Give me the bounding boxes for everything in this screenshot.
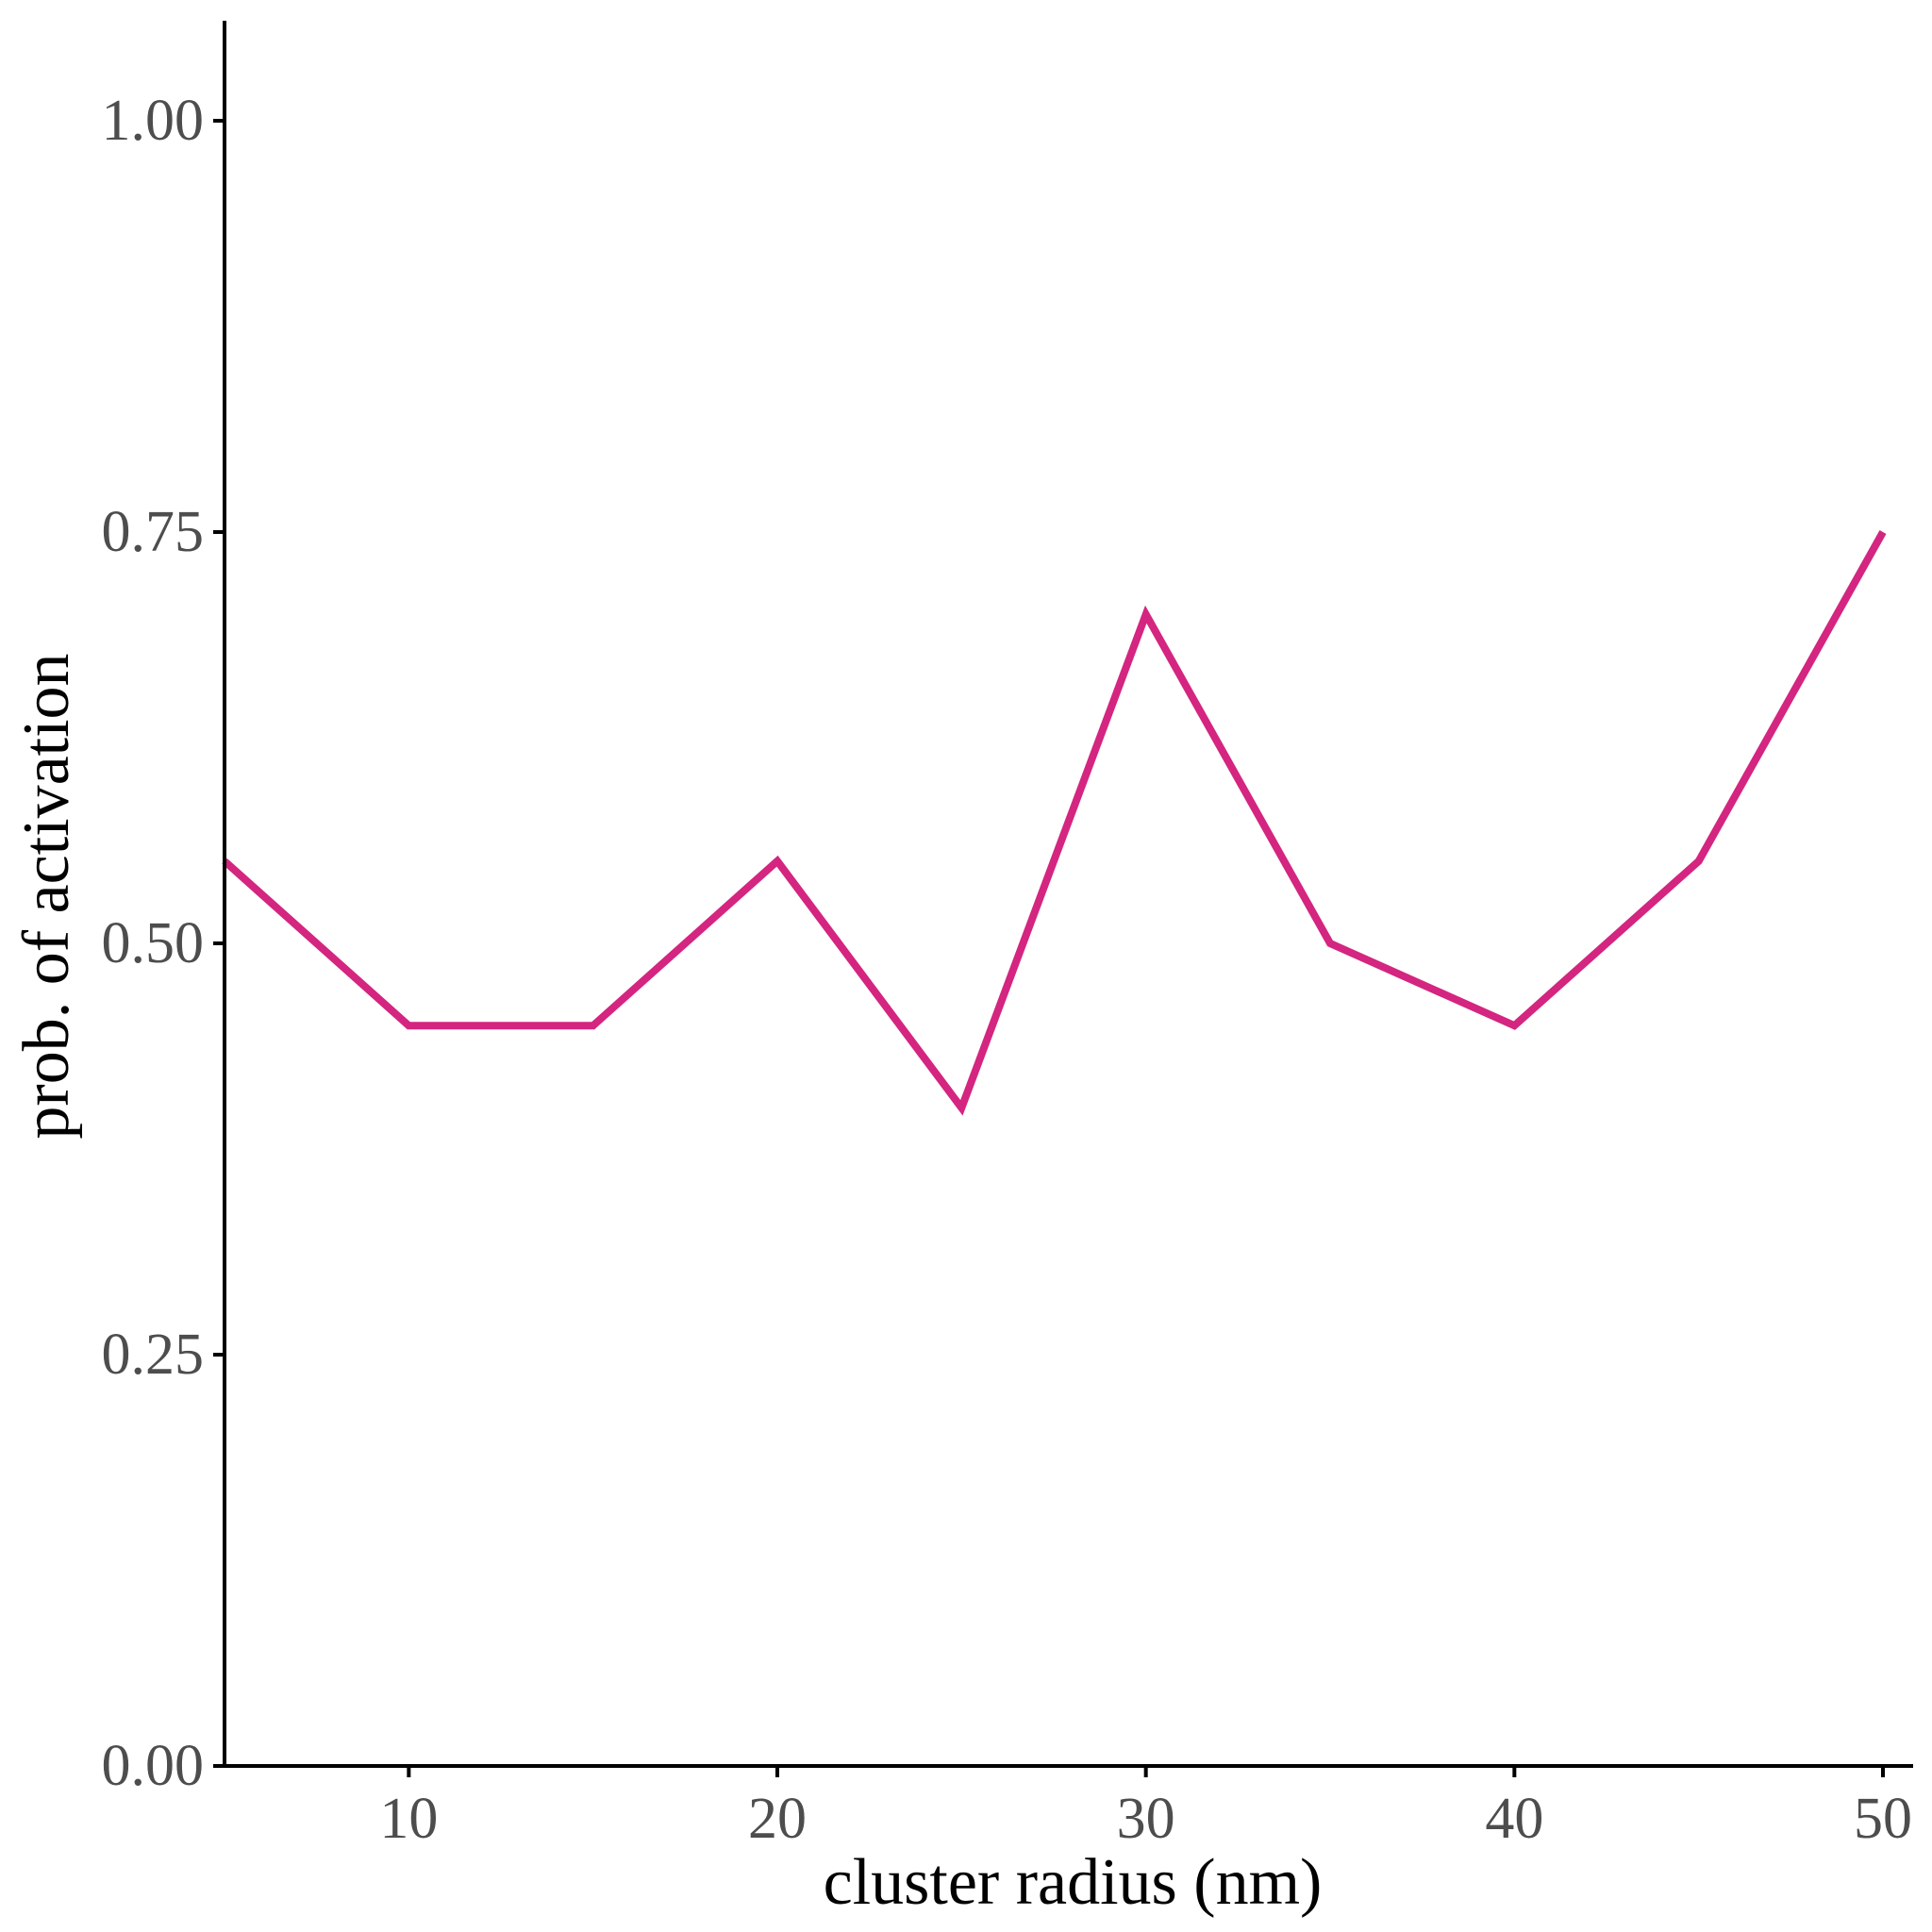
x-tick-label: 30 (1117, 1787, 1175, 1851)
y-axis-ticks: 0.00 0.25 0.50 0.75 1.00 (102, 89, 225, 1798)
x-axis-title: cluster radius (nm) (824, 1846, 1323, 1919)
x-axis-ticks: 10 20 30 40 50 (379, 1766, 1912, 1851)
y-tick-label: 0.25 (102, 1323, 205, 1387)
series-layer (222, 530, 1887, 1116)
y-tick-label: 0.00 (102, 1734, 205, 1798)
x-tick-label: 40 (1485, 1787, 1543, 1851)
x-tick-label: 10 (379, 1787, 438, 1851)
y-tick-label: 0.50 (102, 911, 205, 975)
y-axis-title: prob. of activation (10, 653, 83, 1139)
x-tick-label: 50 (1854, 1787, 1912, 1851)
y-tick-label: 0.75 (102, 500, 205, 564)
x-tick-label: 20 (748, 1787, 807, 1851)
y-tick-label: 1.00 (102, 89, 205, 153)
series-line (222, 530, 1887, 1116)
